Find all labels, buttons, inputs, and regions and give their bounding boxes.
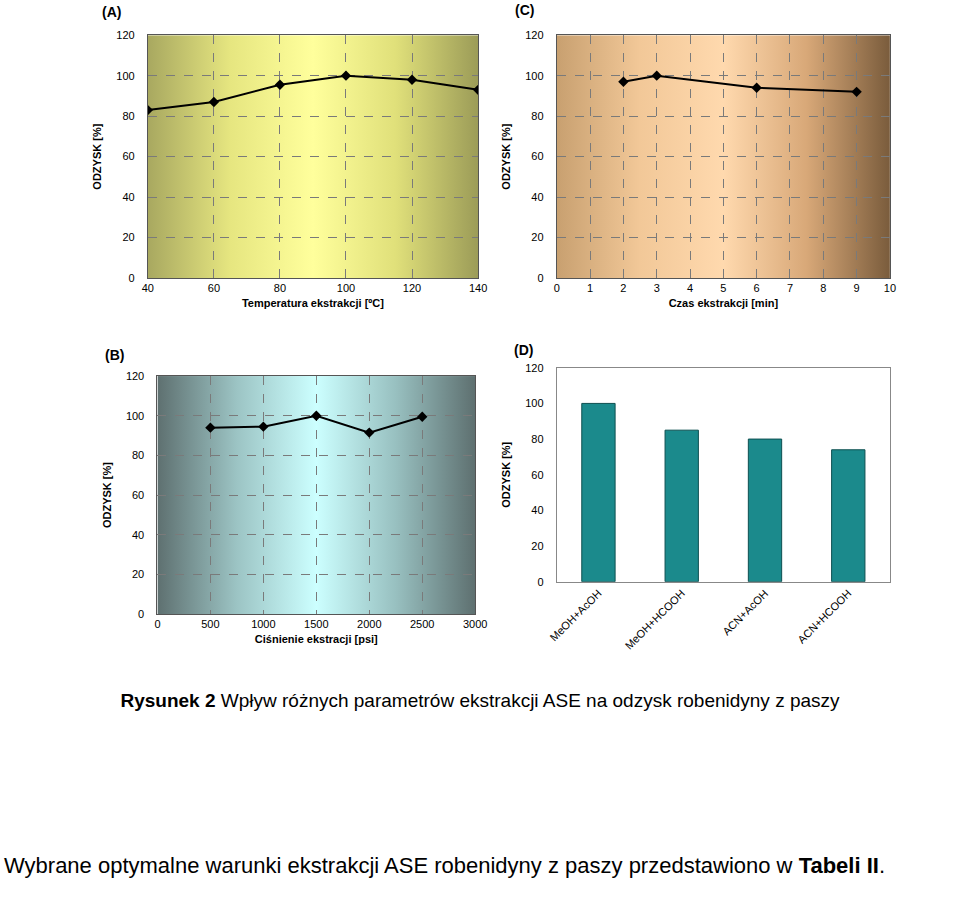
svg-text:(B): (B) [105, 347, 124, 363]
svg-text:ACN+HCOOH: ACN+HCOOH [795, 587, 853, 645]
svg-text:40: 40 [142, 282, 154, 294]
svg-text:ODZYSK [%]: ODZYSK [%] [500, 123, 512, 189]
svg-text:60: 60 [132, 489, 144, 501]
svg-text:ODZYSK [%]: ODZYSK [%] [91, 123, 103, 189]
svg-text:0: 0 [554, 282, 560, 294]
svg-text:ODZYSK [%]: ODZYSK [%] [500, 441, 512, 507]
svg-text:120: 120 [403, 282, 421, 294]
svg-text:MeOH+HCOOH: MeOH+HCOOH [623, 587, 687, 651]
svg-text:0: 0 [129, 272, 135, 284]
svg-text:60: 60 [122, 150, 134, 162]
svg-text:(A): (A) [102, 4, 121, 20]
svg-text:4: 4 [687, 282, 693, 294]
svg-text:20: 20 [132, 568, 144, 580]
svg-text:3: 3 [654, 282, 660, 294]
svg-text:140: 140 [469, 282, 487, 294]
svg-text:120: 120 [525, 362, 543, 374]
svg-text:40: 40 [132, 529, 144, 541]
svg-text:500: 500 [201, 618, 219, 630]
svg-text:40: 40 [531, 191, 543, 203]
svg-text:120: 120 [525, 29, 543, 41]
svg-text:ODZYSK [%]: ODZYSK [%] [101, 462, 113, 528]
svg-text:100: 100 [116, 70, 134, 82]
svg-text:60: 60 [531, 150, 543, 162]
html-text:Wybrane optymalne warunki ekst: Wybrane optymalne warunki ekstrakcji ASE… [4, 853, 885, 878]
svg-text:0: 0 [537, 272, 543, 284]
svg-text:100: 100 [126, 410, 144, 422]
svg-text:MeOH+AcOH: MeOH+AcOH [547, 587, 603, 643]
svg-text:80: 80 [531, 110, 543, 122]
svg-text:(D): (D) [514, 342, 533, 358]
svg-text:Ciśnienie ekstracji [psi]: Ciśnienie ekstracji [psi] [255, 633, 378, 645]
svg-text:6: 6 [754, 282, 760, 294]
svg-text:5: 5 [720, 282, 726, 294]
svg-text:Czas ekstrakcji [min]: Czas ekstrakcji [min] [669, 297, 779, 309]
svg-text:1000: 1000 [251, 618, 275, 630]
svg-text:80: 80 [274, 282, 286, 294]
svg-text:20: 20 [122, 231, 134, 243]
svg-text:40: 40 [122, 191, 134, 203]
svg-text:80: 80 [531, 433, 543, 445]
svg-text:2000: 2000 [357, 618, 381, 630]
svg-text:100: 100 [337, 282, 355, 294]
svg-text:60: 60 [531, 469, 543, 481]
svg-text:(C): (C) [515, 2, 534, 18]
svg-text:1: 1 [587, 282, 593, 294]
svg-text:0: 0 [154, 618, 160, 630]
svg-text:0: 0 [138, 608, 144, 620]
svg-text:20: 20 [531, 540, 543, 552]
svg-text:80: 80 [122, 110, 134, 122]
svg-text:3000: 3000 [463, 618, 487, 630]
svg-text:8: 8 [820, 282, 826, 294]
svg-text:0: 0 [537, 576, 543, 588]
html-text:Rysunek 2 Wpływ różnych parame: Rysunek 2 Wpływ różnych parametrów ekstr… [120, 690, 840, 711]
svg-text:80: 80 [132, 449, 144, 461]
svg-text:120: 120 [126, 370, 144, 382]
svg-text:ACN+AcOH: ACN+AcOH [720, 587, 770, 637]
svg-text:9: 9 [854, 282, 860, 294]
svg-text:2: 2 [620, 282, 626, 294]
svg-text:1500: 1500 [304, 618, 328, 630]
svg-text:40: 40 [531, 504, 543, 516]
svg-text:120: 120 [116, 29, 134, 41]
svg-text:100: 100 [525, 70, 543, 82]
svg-text:Temperatura ekstrakcji [ºC]: Temperatura ekstrakcji [ºC] [242, 297, 384, 309]
svg-text:2500: 2500 [410, 618, 434, 630]
svg-text:7: 7 [787, 282, 793, 294]
svg-text:100: 100 [525, 397, 543, 409]
svg-text:60: 60 [208, 282, 220, 294]
svg-text:10: 10 [884, 282, 896, 294]
svg-text:20: 20 [531, 231, 543, 243]
